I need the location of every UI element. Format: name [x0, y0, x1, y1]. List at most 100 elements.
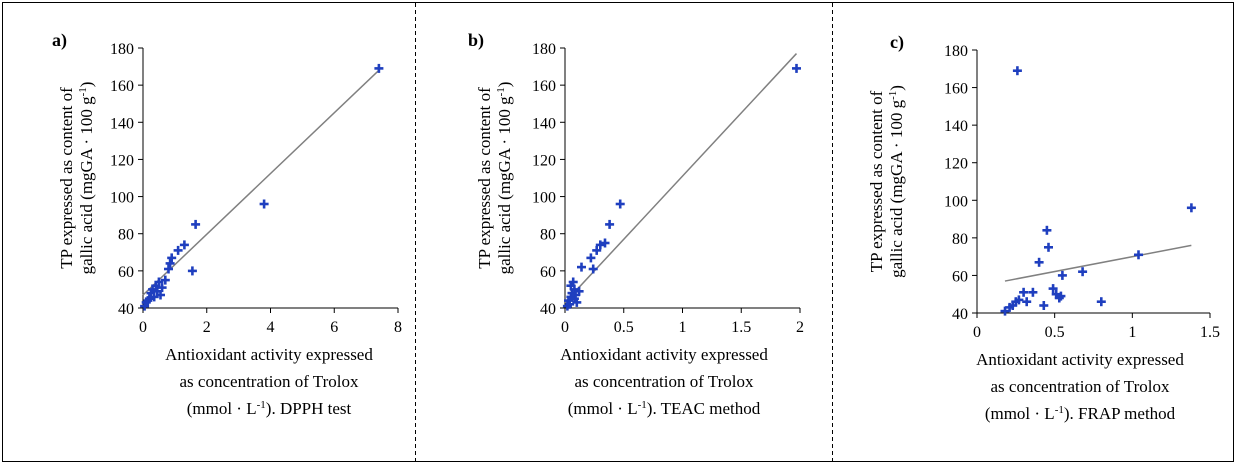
data-point — [160, 275, 170, 285]
data-point — [167, 253, 177, 263]
x-axis-label-line3-sup: -1 — [1055, 404, 1064, 416]
panel-a: a) 40 60 80 100 120 140 160 180 0 2 4 6 8 TP expressed… — [52, 30, 402, 418]
data-point — [1048, 284, 1058, 294]
y-axis-label-line2-post: ) — [495, 82, 514, 88]
y-axis-label-line1: TP expressed as content of — [867, 90, 886, 272]
y-axis-label-line2-sup: -1 — [887, 91, 899, 100]
data-point — [156, 290, 165, 300]
y-tick-label: 100 — [944, 193, 968, 210]
data-point — [1056, 291, 1066, 301]
x-tick-label: 1.5 — [731, 319, 751, 336]
y-tick-label: 120 — [110, 152, 134, 169]
data-point — [1019, 287, 1029, 297]
x-tick-label: 1.5 — [1200, 324, 1220, 341]
data-point — [179, 240, 189, 250]
data-point — [600, 238, 610, 248]
data-point — [164, 264, 173, 274]
y-tick-label: 180 — [532, 41, 556, 58]
x-tick-label: 6 — [330, 319, 338, 336]
y-axis-label-line2: gallic acid (mgGA · 100 g-1) — [495, 82, 514, 275]
data-point — [1012, 66, 1022, 76]
trend-line — [1004, 244, 1192, 282]
y-tick-label: 160 — [532, 78, 556, 95]
x-tick-label: 2 — [796, 319, 804, 336]
y-axis-label-line2: gallic acid (mgGA · 100 g-1) — [77, 82, 96, 275]
x-tick-label: 4 — [267, 319, 275, 336]
y-tick-label: 120 — [944, 156, 968, 173]
y-axis-label-line2: gallic acid (mgGA · 100 g-1) — [887, 85, 906, 278]
data-point — [157, 283, 167, 293]
y-tick-label: 100 — [110, 190, 134, 207]
y-tick-label: 80 — [540, 227, 556, 244]
data-point — [1028, 287, 1038, 297]
data-point — [792, 63, 801, 73]
y-axis-label-line2-pre: gallic acid (mgGA · 100 g — [887, 99, 906, 277]
data-point — [165, 258, 175, 268]
data-point — [1186, 203, 1196, 213]
data-point — [577, 262, 586, 272]
y-axis-label-line2-post: ) — [77, 82, 96, 88]
y-axis-label: TP expressed as content of gallic acid (m… — [475, 82, 514, 275]
x-axis-label-line3-post: ). DPPH test — [266, 399, 352, 418]
y-tick-label: 120 — [532, 152, 556, 169]
trend-line — [142, 69, 380, 296]
x-tick-label: 0 — [973, 324, 981, 341]
data-point — [374, 63, 384, 73]
data-point — [1042, 225, 1052, 235]
y-tick-label: 140 — [944, 118, 968, 135]
x-axis-label-line3: (mmol · L-1). DPPH test — [187, 399, 352, 418]
data-point — [615, 199, 625, 209]
data-point — [595, 240, 605, 250]
x-axis-label-line3-post: ). TEAC method — [647, 399, 761, 418]
data-point — [1014, 295, 1024, 305]
data-point — [1057, 270, 1067, 280]
data-point — [592, 245, 602, 255]
x-axis-label-line3: (mmol · L-1). FRAP method — [985, 404, 1176, 423]
panel-label: a) — [52, 30, 67, 51]
y-tick-label: 60 — [540, 264, 556, 281]
data-point — [572, 297, 582, 307]
y-axis-label: TP expressed as content of gallic acid (m… — [867, 85, 906, 278]
data-point — [1096, 297, 1106, 307]
y-tick-label: 180 — [944, 43, 968, 60]
y-axis-label-line2-post: ) — [887, 85, 906, 91]
x-axis-label-line1: Antioxidant activity expressed — [560, 345, 768, 364]
y-axis-label-line1: TP expressed as content of — [57, 87, 76, 269]
x-tick-label: 0.5 — [614, 319, 634, 336]
x-axis-label-line3-pre: (mmol · L — [568, 399, 638, 418]
y-tick-label: 40 — [118, 301, 134, 318]
panel-c: c) 40 60 80 100 120 140 160 180 0 0.5 1 1.5 TP expres… — [867, 32, 1220, 423]
y-tick-label: 180 — [110, 41, 134, 58]
panel-b: b) 40 60 80 100 120 140 160 180 0 0.5 1 1.5 2 TP expre… — [468, 30, 804, 418]
panel-label: c) — [890, 32, 904, 53]
data-point — [1034, 257, 1044, 267]
y-tick-label: 80 — [118, 227, 134, 244]
y-tick-label: 40 — [540, 301, 556, 318]
y-tick-label: 140 — [532, 115, 556, 132]
y-axis-label-line2-sup: -1 — [495, 87, 507, 96]
y-axis-label: TP expressed as content of gallic acid (m… — [57, 82, 96, 275]
x-tick-label: 0.5 — [1045, 324, 1065, 341]
data-point — [191, 219, 201, 229]
data-point — [187, 266, 197, 276]
x-tick-label: 0 — [139, 319, 147, 336]
data-point — [1134, 250, 1143, 260]
data-point — [1078, 267, 1088, 277]
x-axis-label-line3-pre: (mmol · L — [985, 404, 1055, 423]
x-tick-label: 1 — [679, 319, 687, 336]
x-tick-label: 8 — [394, 319, 402, 336]
data-point — [586, 253, 596, 263]
data-point — [259, 199, 269, 209]
x-axis-label-line2: as concentration of Trolox — [991, 377, 1170, 396]
y-tick-label: 160 — [944, 81, 968, 98]
data-point — [1000, 306, 1010, 316]
data-point — [173, 245, 183, 255]
y-tick-label: 60 — [952, 268, 968, 285]
data-point — [605, 219, 615, 229]
x-tick-label: 0 — [561, 319, 569, 336]
y-axis-label-line2-pre: gallic acid (mgGA · 100 g — [77, 96, 96, 274]
y-tick-label: 160 — [110, 78, 134, 95]
panel-label: b) — [468, 30, 484, 51]
trend-line — [564, 53, 798, 303]
